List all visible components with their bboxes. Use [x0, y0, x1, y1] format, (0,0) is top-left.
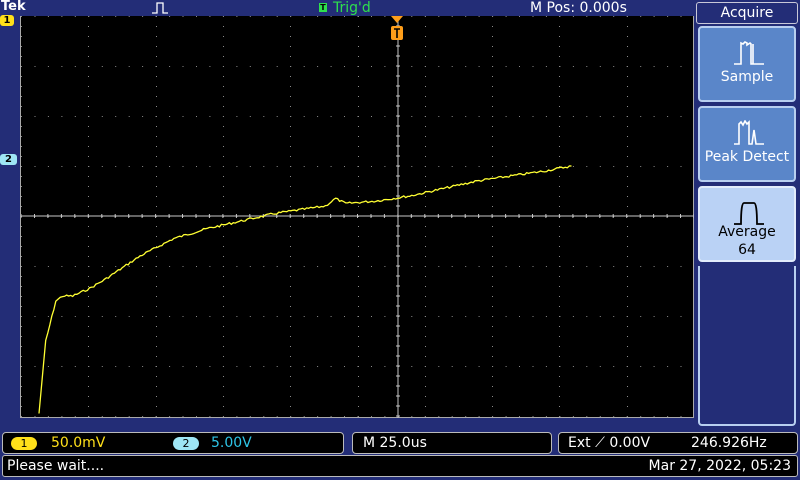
status-message: Please wait....: [7, 458, 105, 474]
horizontal-position-readout: M Pos: 0.000s: [530, 0, 627, 16]
peak-detect-waveform-icon: [734, 120, 764, 145]
center-axis-ticks: [21, 16, 695, 417]
trigger-status: T Trig'd: [319, 0, 371, 16]
brand-logo: Tek: [1, 0, 26, 14]
ch1-volts-per-div: 50.0mV: [51, 435, 106, 451]
timebase-readout: M 25.0us: [352, 432, 552, 454]
ch2-ground-marker[interactable]: 2: [0, 154, 17, 165]
waveform-graticule: [21, 16, 695, 418]
average-mode-label: Average: [718, 224, 776, 240]
trigger-source-level: Ext ⟋ 0.00V: [568, 435, 651, 451]
menu-title: Acquire: [696, 2, 798, 24]
channel-scale-readout: 1 50.0mV 2 5.00V: [2, 432, 344, 454]
average-waveform-icon: [734, 202, 764, 225]
ch1-waveform-trace: [38, 165, 572, 414]
trigger-readout: Ext ⟋ 0.00V 246.926Hz: [558, 432, 798, 454]
trigger-type-edge-icon: [152, 2, 168, 14]
message-bar: Please wait.... Mar 27, 2022, 05:23: [2, 455, 798, 477]
trigger-status-glyph: T: [319, 3, 327, 12]
menu-empty-area: [698, 266, 796, 426]
date-time: Mar 27, 2022, 05:23: [648, 458, 791, 474]
sample-mode-label: Sample: [720, 69, 774, 85]
ch2-badge[interactable]: 2: [173, 437, 199, 450]
ch1-badge[interactable]: 1: [11, 437, 37, 450]
acquire-side-menu: Acquire Sample Peak Detect Average 64: [694, 0, 800, 428]
top-status-bar: Tek T Trig'd M Pos: 0.000s: [0, 0, 696, 16]
ch1-ground-marker[interactable]: 1: [0, 15, 14, 26]
timebase-value: M 25.0us: [363, 435, 427, 451]
peak-detect-mode-label: Peak Detect: [704, 149, 790, 165]
trigger-status-text: Trig'd: [333, 0, 371, 16]
average-mode-button[interactable]: Average 64: [698, 186, 796, 262]
sample-waveform-icon: [734, 41, 764, 65]
trigger-position-icon[interactable]: [390, 16, 404, 42]
average-count: 64: [738, 242, 756, 258]
peak-detect-mode-button[interactable]: Peak Detect: [698, 106, 796, 182]
waveform-display[interactable]: [20, 16, 695, 418]
trigger-frequency: 246.926Hz: [691, 435, 767, 451]
ch2-volts-per-div: 5.00V: [211, 435, 252, 451]
sample-mode-button[interactable]: Sample: [698, 26, 796, 102]
